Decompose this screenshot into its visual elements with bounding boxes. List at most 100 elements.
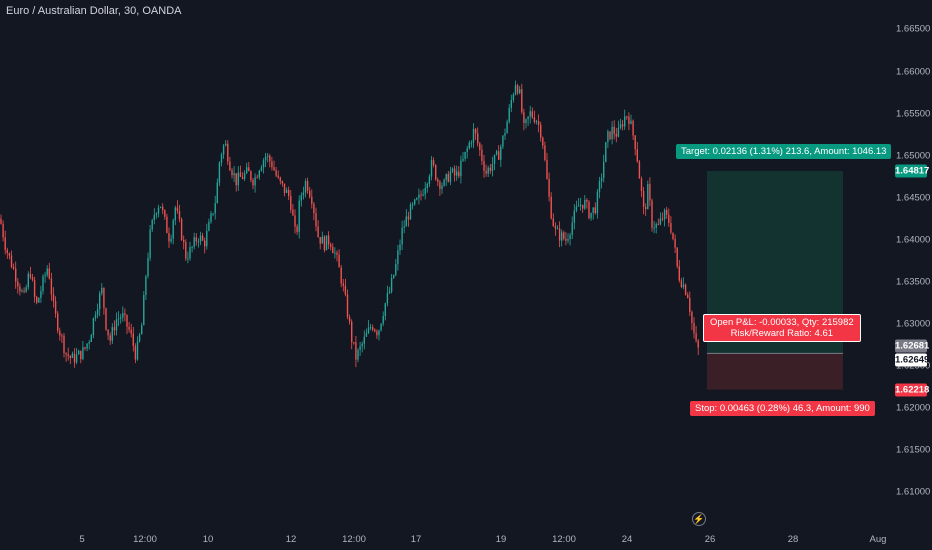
candle-body	[617, 127, 620, 137]
candle-body	[187, 258, 189, 260]
candle-body	[453, 168, 456, 176]
candle-body	[309, 190, 311, 197]
candle-body	[197, 241, 200, 243]
candle-body	[65, 352, 67, 355]
candle-body	[204, 240, 206, 247]
candle-body	[577, 205, 580, 207]
candle-body	[663, 209, 666, 220]
candle-body	[527, 116, 529, 120]
candle-body	[4, 237, 6, 250]
candle-body	[311, 196, 313, 204]
candle-body	[670, 223, 672, 233]
candle-body	[21, 290, 23, 292]
candle-body	[462, 158, 464, 161]
candle-body	[298, 200, 300, 232]
candle-body	[229, 161, 231, 171]
candle-body	[306, 181, 309, 191]
candle-body	[6, 249, 8, 254]
time-tick: Aug	[869, 534, 887, 545]
candle-body	[254, 177, 256, 186]
candle-body	[640, 178, 643, 192]
candle-body	[57, 313, 59, 331]
candle-body	[330, 244, 332, 247]
candle-body	[460, 160, 462, 177]
candle-body	[468, 142, 470, 149]
candle-body	[300, 195, 302, 201]
candle-body	[248, 167, 250, 172]
candle-body	[237, 172, 239, 186]
time-tick: 12:00	[552, 534, 576, 545]
candle-body	[304, 181, 307, 193]
candle-body	[159, 206, 162, 208]
candle-body	[54, 301, 57, 314]
candle-body	[191, 246, 193, 248]
time-axis[interactable]: 5 12:00 10 12 12:00 17 19 12:00 24 26 28 Aug	[0, 530, 890, 550]
candle-body	[525, 119, 527, 123]
candle-body	[141, 325, 143, 335]
candle-body	[567, 239, 569, 241]
candle-body	[220, 154, 223, 163]
price-axis[interactable]: 1.66500 1.66000 1.65500 1.65000 1.64500 1.640…	[890, 0, 932, 550]
candle-body	[285, 189, 288, 193]
candle-body	[126, 314, 128, 327]
candle-body	[294, 215, 296, 227]
candle-body	[17, 281, 19, 287]
candle-body	[474, 128, 477, 134]
candle-body	[420, 194, 422, 196]
candle-body	[113, 327, 116, 331]
candle-body	[210, 213, 212, 222]
candle-body	[483, 160, 485, 171]
candle-body	[502, 135, 504, 147]
candle-body	[414, 199, 416, 205]
candle-body	[437, 179, 439, 182]
candle-body	[403, 226, 405, 228]
chart-canvas[interactable]: Euro / Australian Dollar, 30, OANDA Targ…	[0, 0, 892, 530]
candle-body	[75, 354, 78, 363]
candle-body	[78, 350, 80, 355]
lightning-icon[interactable]: ⚡	[692, 512, 706, 526]
candle-body	[222, 145, 225, 155]
candle-body	[374, 329, 376, 332]
candle-body	[445, 174, 447, 180]
time-tick: 26	[704, 534, 716, 545]
candle-body	[571, 222, 573, 235]
candle-body	[529, 111, 531, 117]
candle-body	[357, 349, 359, 360]
candle-body	[124, 313, 126, 315]
candle-body	[273, 167, 275, 171]
candle-body	[401, 227, 403, 245]
candle-body	[12, 267, 15, 269]
candle-body	[498, 151, 500, 160]
candle-body	[489, 167, 491, 171]
candle-body	[600, 178, 603, 181]
candle-body	[185, 241, 187, 259]
candle-body	[176, 207, 179, 211]
candle-body	[548, 178, 550, 197]
candle-body	[630, 120, 632, 124]
candle-body	[405, 216, 407, 227]
candle-body	[556, 228, 559, 230]
candle-body	[535, 121, 538, 123]
candle-body	[147, 258, 149, 277]
candle-body	[241, 176, 244, 179]
candle-body	[172, 220, 174, 239]
candle-body	[38, 297, 40, 303]
candle-body	[227, 143, 229, 162]
candle-body	[693, 322, 695, 334]
candle-body	[183, 239, 185, 242]
price-tick: 1.66500	[896, 23, 931, 35]
candle-body	[388, 291, 391, 293]
candle-body	[472, 128, 475, 143]
candle-body	[659, 218, 662, 225]
candle-body	[288, 189, 290, 196]
candlestick-chart[interactable]	[0, 0, 890, 530]
risk-reward-text: Risk/Reward Ratio: 4.61	[730, 328, 834, 339]
candle-body	[435, 164, 437, 180]
target-price-tag: 1.64817	[895, 164, 930, 178]
candle-body	[105, 308, 107, 330]
candle-body	[603, 161, 605, 179]
candle-body	[302, 192, 305, 196]
symbol-title[interactable]: Euro / Australian Dollar, 30, OANDA	[6, 5, 182, 17]
candle-body	[649, 184, 651, 201]
candle-body	[321, 236, 323, 244]
